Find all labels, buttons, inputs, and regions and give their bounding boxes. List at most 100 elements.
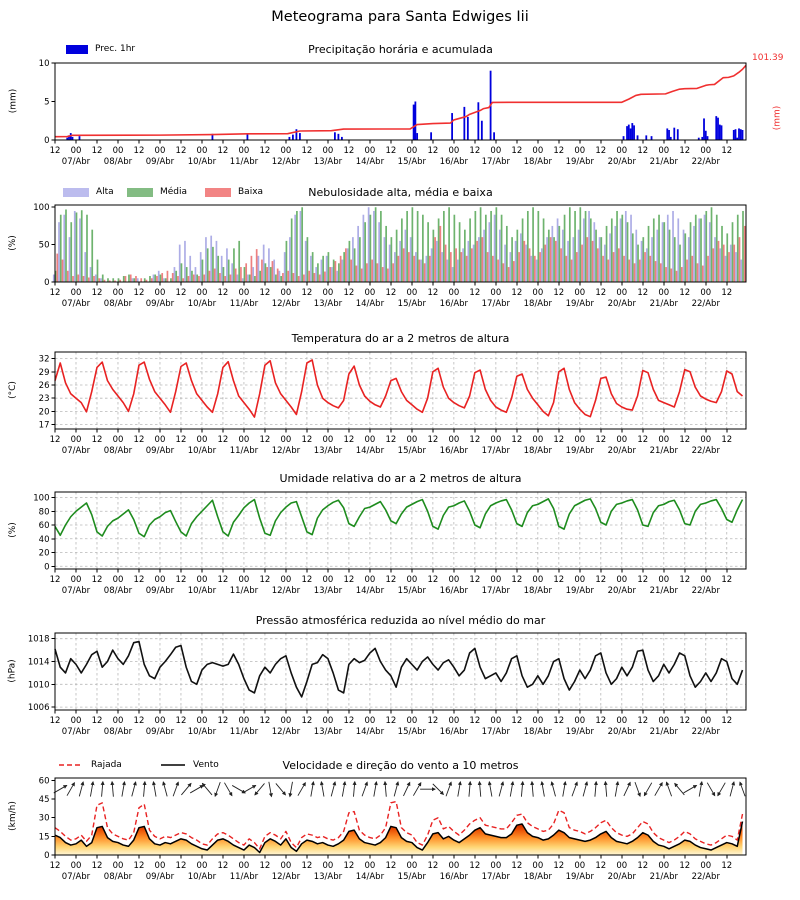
svg-text:09/Abr: 09/Abr [146,872,175,882]
svg-text:12: 12 [134,435,145,445]
svg-text:12: 12 [721,435,732,445]
svg-text:00: 00 [71,288,82,298]
svg-text:13/Abr: 13/Abr [314,872,343,882]
svg-text:12: 12 [469,716,480,726]
svg-text:22/Abr: 22/Abr [692,299,721,309]
svg-text:12: 12 [343,575,354,585]
svg-text:12: 12 [301,288,312,298]
svg-text:00: 00 [364,575,375,585]
svg-text:00: 00 [239,288,250,298]
svg-text:12: 12 [637,861,648,871]
svg-text:00: 00 [71,716,82,726]
svg-text:17/Abr: 17/Abr [482,157,511,167]
svg-text:00: 00 [406,435,417,445]
svg-text:13/Abr: 13/Abr [314,727,343,737]
svg-text:00: 00 [532,146,543,156]
svg-text:18/Abr: 18/Abr [524,446,553,456]
svg-text:12: 12 [469,288,480,298]
rajada-label: Rajada [91,760,122,770]
svg-text:00: 00 [113,146,124,156]
baixa-label: Baixa [238,187,264,197]
svg-text:12: 12 [176,716,187,726]
svg-text:00: 00 [197,861,208,871]
svg-text:12: 12 [50,146,61,156]
svg-text:08/Abr: 08/Abr [104,446,133,456]
svg-text:00: 00 [281,861,292,871]
svg-text:1014: 1014 [28,658,50,668]
svg-text:5: 5 [44,98,49,108]
svg-text:1018: 1018 [28,635,50,645]
svg-text:12: 12 [343,288,354,298]
svg-text:15/Abr: 15/Abr [398,157,427,167]
svg-text:17/Abr: 17/Abr [482,299,511,309]
svg-text:00: 00 [532,288,543,298]
svg-text:00: 00 [155,435,166,445]
panel-title-temperature: Temperatura do ar a 2 metros de altura [291,332,510,345]
ylabel-humidity: (%) [7,522,18,538]
svg-text:10/Abr: 10/Abr [188,299,217,309]
svg-text:00: 00 [616,716,627,726]
svg-text:13/Abr: 13/Abr [314,157,343,167]
svg-text:20/Abr: 20/Abr [608,586,637,596]
svg-text:09/Abr: 09/Abr [146,446,175,456]
ylabel-wind: (km/h) [8,801,18,831]
svg-text:00: 00 [574,435,585,445]
svg-text:12: 12 [301,575,312,585]
svg-text:00: 00 [700,716,711,726]
svg-text:00: 00 [616,575,627,585]
svg-text:00: 00 [364,435,375,445]
svg-text:12: 12 [301,861,312,871]
svg-text:1010: 1010 [28,680,50,690]
svg-text:21/Abr: 21/Abr [650,157,679,167]
svg-text:00: 00 [448,146,459,156]
svg-text:12: 12 [427,716,438,726]
svg-text:00: 00 [239,716,250,726]
svg-text:20/Abr: 20/Abr [608,446,637,456]
svg-text:08/Abr: 08/Abr [104,299,133,309]
svg-text:16/Abr: 16/Abr [440,446,469,456]
svg-text:17/Abr: 17/Abr [482,872,511,882]
svg-text:12: 12 [176,861,187,871]
panel-title-wind: Velocidade e direção do vento a 10 metro… [282,759,519,772]
page-title: Meteograma para Santa Edwiges Iii [271,9,529,25]
svg-text:00: 00 [322,146,333,156]
svg-text:18/Abr: 18/Abr [524,299,553,309]
svg-text:12/Abr: 12/Abr [272,446,301,456]
svg-text:17/Abr: 17/Abr [482,727,511,737]
panel-title-precipitation: Precipitação horária e acumulada [308,43,493,56]
svg-text:00: 00 [700,288,711,298]
svg-text:12: 12 [92,435,103,445]
svg-text:00: 00 [322,716,333,726]
svg-text:100: 100 [33,203,49,213]
svg-text:14/Abr: 14/Abr [356,299,385,309]
svg-text:00: 00 [448,288,459,298]
svg-text:00: 00 [700,861,711,871]
svg-text:00: 00 [406,146,417,156]
svg-text:00: 00 [574,716,585,726]
svg-text:09/Abr: 09/Abr [146,157,175,167]
svg-text:12: 12 [553,288,564,298]
svg-text:12: 12 [511,861,522,871]
svg-text:00: 00 [113,861,124,871]
svg-text:12: 12 [637,716,648,726]
svg-text:20/Abr: 20/Abr [608,299,637,309]
svg-text:12: 12 [511,575,522,585]
svg-text:21/Abr: 21/Abr [650,586,679,596]
svg-text:00: 00 [658,146,669,156]
svg-text:10/Abr: 10/Abr [188,727,217,737]
svg-text:00: 00 [406,716,417,726]
svg-text:00: 00 [700,435,711,445]
svg-text:12: 12 [343,146,354,156]
svg-text:12: 12 [511,716,522,726]
svg-text:00: 00 [490,435,501,445]
svg-text:00: 00 [490,861,501,871]
media-label: Média [160,187,188,197]
svg-text:00: 00 [71,435,82,445]
svg-text:00: 00 [616,288,627,298]
svg-text:12: 12 [343,435,354,445]
svg-text:12: 12 [679,575,690,585]
svg-text:13/Abr: 13/Abr [314,586,343,596]
svg-text:00: 00 [406,575,417,585]
svg-text:12: 12 [595,861,606,871]
